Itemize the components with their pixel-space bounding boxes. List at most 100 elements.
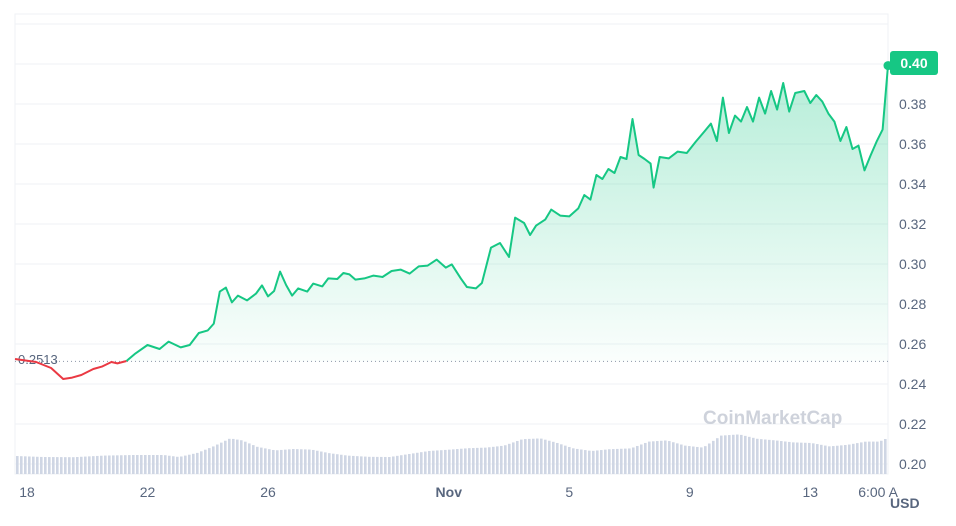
volume-bar bbox=[544, 439, 547, 474]
volume-bar bbox=[584, 450, 587, 474]
volume-bar bbox=[784, 441, 787, 474]
y-tick-label: 0.32 bbox=[899, 216, 926, 232]
volume-bar bbox=[848, 444, 851, 474]
volume-bar bbox=[660, 440, 663, 474]
volume-bar bbox=[348, 455, 351, 474]
y-tick-label: 0.24 bbox=[899, 376, 926, 392]
x-tick-label: Nov bbox=[436, 484, 463, 500]
volume-bar bbox=[380, 456, 383, 474]
volume-bar bbox=[196, 452, 199, 474]
volume-bar bbox=[64, 457, 67, 474]
volume-bar bbox=[72, 457, 75, 474]
volume-bar bbox=[152, 455, 155, 474]
volume-bar bbox=[68, 457, 71, 474]
volume-bar bbox=[852, 443, 855, 474]
volume-bar bbox=[580, 449, 583, 474]
volume-bar bbox=[112, 455, 115, 474]
volume-bar bbox=[824, 445, 827, 474]
volume-bar bbox=[324, 452, 327, 474]
volume-bar bbox=[656, 441, 659, 474]
currency-label: USD bbox=[890, 495, 920, 511]
volume-bar bbox=[632, 447, 635, 474]
volume-bar bbox=[132, 455, 135, 474]
volume-bar bbox=[320, 451, 323, 474]
volume-bar bbox=[516, 441, 519, 474]
volume-bar bbox=[676, 443, 679, 474]
volume-bar bbox=[608, 449, 611, 474]
volume-bar bbox=[416, 452, 419, 474]
volume-bar bbox=[272, 449, 275, 474]
volume-bar bbox=[700, 447, 703, 474]
volume-bar bbox=[372, 456, 375, 474]
volume-bar bbox=[312, 449, 315, 474]
volume-bar bbox=[44, 457, 47, 474]
volume-bar bbox=[96, 455, 99, 474]
y-tick-label: 0.20 bbox=[899, 456, 926, 472]
volume-bar bbox=[456, 449, 459, 474]
volume-bar bbox=[624, 448, 627, 474]
volume-bar bbox=[780, 441, 783, 474]
volume-bar bbox=[88, 456, 91, 474]
volume-bar bbox=[856, 443, 859, 474]
volume-layer bbox=[16, 434, 887, 474]
volume-bar bbox=[260, 447, 263, 474]
volume-bar bbox=[288, 449, 291, 474]
volume-bar bbox=[536, 438, 539, 474]
volume-bar bbox=[664, 440, 667, 474]
volume-bar bbox=[636, 445, 639, 474]
volume-bar bbox=[184, 455, 187, 474]
volume-bar bbox=[400, 455, 403, 474]
y-tick-label: 0.34 bbox=[899, 176, 926, 192]
volume-bar bbox=[740, 434, 743, 474]
volume-bar bbox=[572, 448, 575, 474]
volume-bar bbox=[708, 443, 711, 474]
volume-bar bbox=[748, 436, 751, 474]
x-tick-label: 26 bbox=[260, 484, 276, 500]
volume-bar bbox=[224, 440, 227, 474]
volume-bar bbox=[228, 438, 231, 474]
volume-bar bbox=[820, 444, 823, 474]
volume-bar bbox=[280, 449, 283, 474]
volume-bar bbox=[328, 453, 331, 474]
volume-bar bbox=[40, 456, 43, 474]
x-axis: 18 22 26 Nov 5 9 13 6:00 A bbox=[19, 484, 898, 500]
volume-bar bbox=[80, 456, 83, 474]
volume-bar bbox=[716, 438, 719, 474]
x-tick-label: 13 bbox=[802, 484, 818, 500]
volume-bar bbox=[208, 448, 211, 474]
volume-bar bbox=[528, 438, 531, 474]
volume-bar bbox=[332, 453, 335, 474]
y-tick-label: 0.36 bbox=[899, 136, 926, 152]
volume-bar bbox=[148, 455, 151, 474]
volume-bar bbox=[520, 439, 523, 474]
volume-bar bbox=[200, 451, 203, 474]
volume-bar bbox=[836, 445, 839, 474]
volume-bar bbox=[356, 456, 359, 474]
volume-bar bbox=[436, 450, 439, 474]
volume-bar bbox=[728, 435, 731, 474]
volume-bar bbox=[704, 446, 707, 474]
volume-bar bbox=[84, 456, 87, 474]
price-area bbox=[15, 65, 888, 362]
volume-bar bbox=[764, 439, 767, 474]
volume-bar bbox=[468, 448, 471, 474]
volume-bar bbox=[832, 446, 835, 474]
volume-bar bbox=[524, 439, 527, 474]
volume-bar bbox=[220, 442, 223, 474]
volume-bar bbox=[568, 446, 571, 474]
volume-bar bbox=[880, 440, 883, 474]
volume-bar bbox=[844, 445, 847, 474]
volume-bar bbox=[744, 435, 747, 474]
volume-bar bbox=[172, 456, 175, 474]
volume-bar bbox=[760, 439, 763, 474]
volume-bar bbox=[668, 441, 671, 474]
volume-bar bbox=[444, 449, 447, 474]
volume-bar bbox=[300, 449, 303, 474]
volume-bar bbox=[684, 445, 687, 474]
volume-bar bbox=[368, 456, 371, 474]
volume-bar bbox=[512, 442, 515, 474]
volume-bar bbox=[192, 453, 195, 474]
volume-bar bbox=[128, 455, 131, 474]
volume-bar bbox=[876, 441, 879, 474]
